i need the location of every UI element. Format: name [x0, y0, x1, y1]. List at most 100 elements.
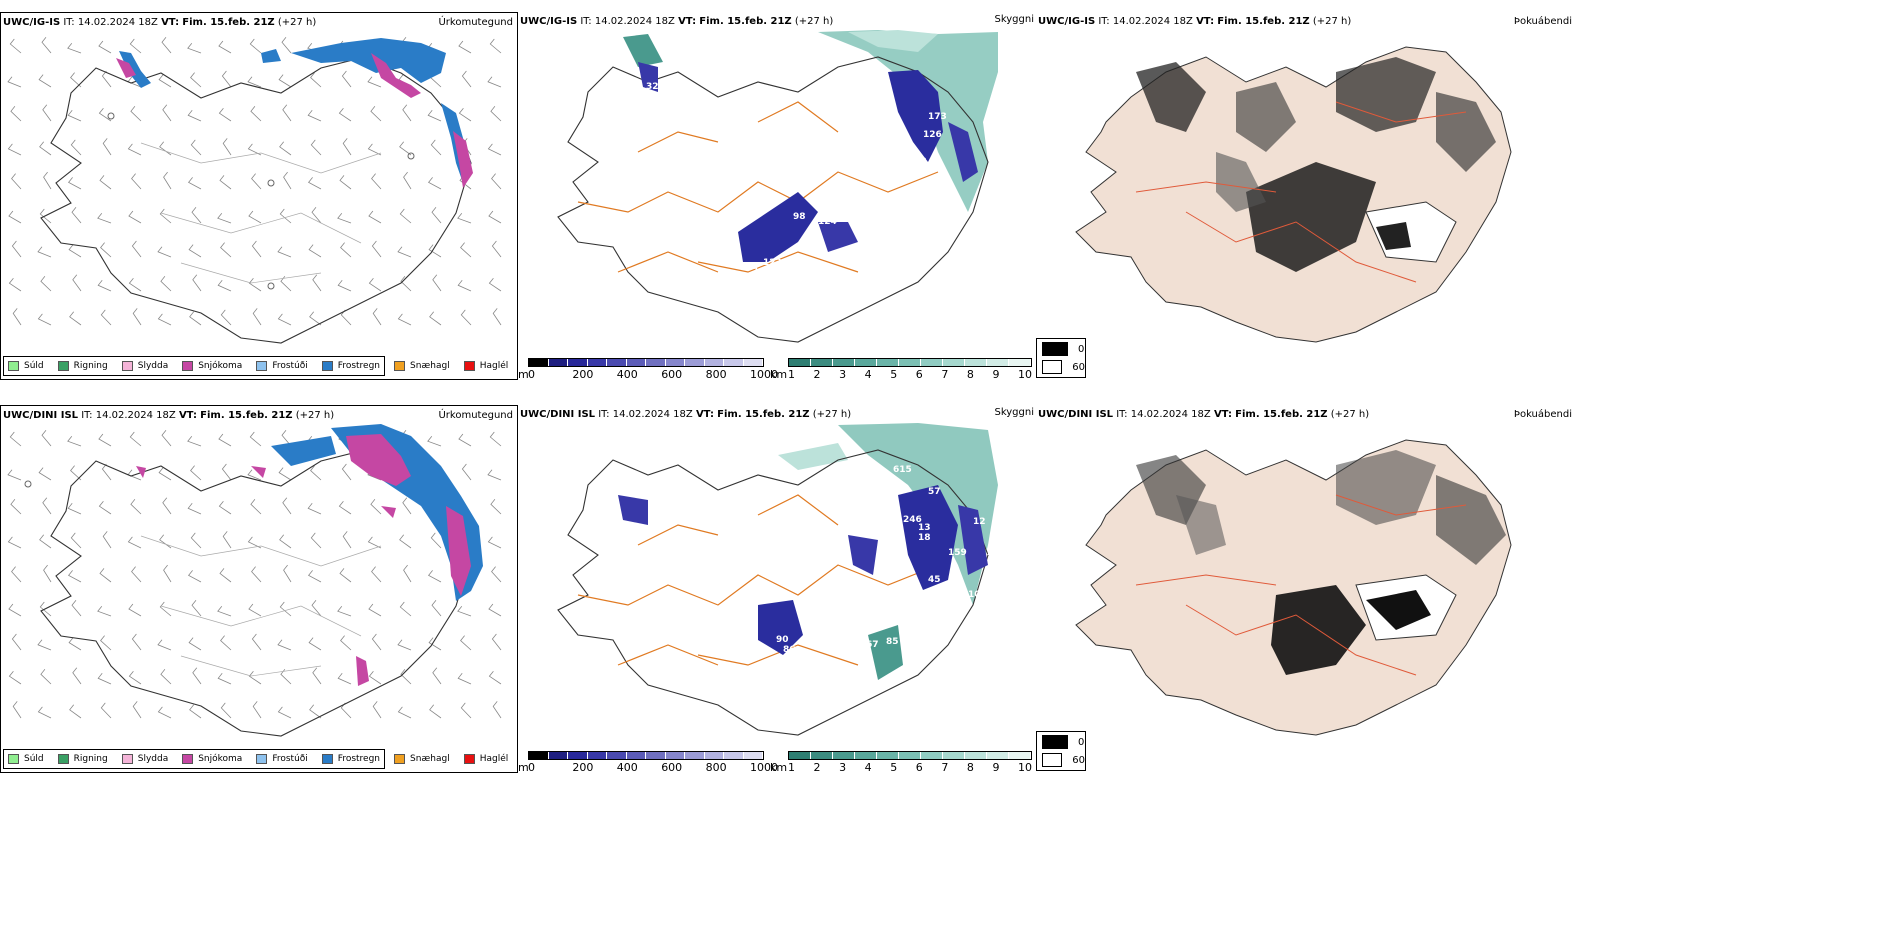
- scale-swatch: [665, 752, 685, 759]
- wind-barb: [222, 138, 232, 156]
- vt-value: Fim. 15.feb. 21Z: [717, 409, 810, 420]
- wind-barb: [218, 433, 232, 447]
- legend-label: Súld: [24, 754, 44, 764]
- visibility-value-label: 124: [818, 217, 837, 227]
- wind-barb: [490, 106, 502, 122]
- vt-value: Fim. 15.feb. 21Z: [699, 16, 792, 27]
- wind-barb: [372, 701, 382, 719]
- wind-barb: [37, 639, 52, 651]
- wind-barb: [70, 72, 82, 88]
- wind-barb: [308, 637, 322, 651]
- legend-swatch: [394, 754, 406, 764]
- legend-item: Frostregn: [321, 754, 380, 764]
- legend-item: Haglél: [463, 361, 508, 371]
- visibility-value-label: 246: [903, 515, 922, 525]
- vt-value: Fim. 15.feb. 21Z: [1217, 16, 1310, 27]
- wind-barb: [279, 534, 292, 549]
- wind-barb: [248, 603, 262, 617]
- wind-barb: [311, 207, 322, 224]
- wind-barb: [252, 308, 262, 326]
- scale-tick-label: 2: [813, 368, 821, 380]
- wind-barb: [222, 531, 232, 549]
- wind-barb: [251, 566, 262, 583]
- scale-tick-label: 7: [941, 761, 949, 773]
- legend-swatch: [463, 754, 475, 764]
- wind-barb: [251, 173, 262, 190]
- wind-barb: [252, 701, 262, 719]
- wind-barb: [488, 210, 502, 224]
- scale-swatch: [646, 359, 666, 366]
- scale-swatch: [921, 752, 943, 759]
- wind-barb: [128, 210, 142, 224]
- it-value: 14.02.2024 18Z: [594, 16, 675, 27]
- wind-barb: [487, 469, 502, 481]
- scale-swatch: [921, 359, 943, 366]
- wind-barb: [39, 534, 52, 549]
- wind-barb: [161, 430, 172, 447]
- legend-label: Rigning: [73, 361, 108, 371]
- wind-barb: [192, 667, 202, 685]
- wind-barb: [9, 431, 22, 447]
- panel-title: UWC/DINI ISL IT: 14.02.2024 18Z VT: Fim.…: [520, 409, 851, 420]
- wind-barb: [283, 564, 292, 583]
- visibility-panel-bottom: UWC/DINI ISL IT: 14.02.2024 18Z VT: Fim.…: [518, 405, 1036, 773]
- wind-barb: [8, 210, 22, 224]
- fog-legend-item: 60: [1037, 358, 1085, 376]
- wind-barb: [189, 311, 202, 326]
- wind-barb: [68, 244, 82, 258]
- wind-barb: [190, 72, 202, 88]
- scale-tick-label: 9: [992, 368, 1000, 380]
- legend-item: Frostregn: [321, 361, 380, 371]
- wind-barb: [97, 280, 112, 292]
- wind-barb: [427, 177, 442, 190]
- wind-barb: [187, 177, 202, 190]
- wind-barb: [9, 38, 22, 54]
- wind-barb: [399, 601, 412, 617]
- visibility-value-label: 112: [753, 267, 772, 277]
- wind-barb: [487, 76, 502, 88]
- scale-swatch: [833, 752, 855, 759]
- legend-label: Rigning: [73, 754, 108, 764]
- wind-barb: [98, 107, 112, 122]
- scale-tick-label: 8: [966, 761, 974, 773]
- iceland-map-fog-bottom: [1075, 439, 1512, 736]
- wind-barb: [69, 704, 82, 719]
- wind-barb: [368, 277, 382, 292]
- fog-legend-swatch: [1042, 753, 1063, 767]
- scale-tick-label: 4: [864, 761, 872, 773]
- legend-swatch: [463, 361, 475, 371]
- wind-barb: [248, 277, 262, 292]
- scale-colorbar: [528, 358, 764, 367]
- scale-tick-label: 800: [705, 761, 727, 773]
- scale-swatch: [943, 752, 965, 759]
- scale-swatch: [965, 752, 987, 759]
- scale-swatch: [724, 359, 744, 366]
- vt-label: VT:: [178, 410, 197, 421]
- scale-tick-label: 1000: [750, 368, 778, 380]
- wind-barb: [368, 603, 382, 617]
- wind-barb: [429, 311, 442, 326]
- scale-colorbar: [788, 751, 1032, 760]
- wind-barb: [431, 600, 442, 617]
- visibility-value-label: 67: [866, 640, 879, 650]
- it-value: 14.02.2024 18Z: [77, 17, 158, 28]
- visibility-value-label: 12: [973, 517, 986, 527]
- wind-barb: [281, 37, 292, 54]
- wind-barb: [39, 208, 52, 224]
- vt-label: VT:: [695, 409, 714, 420]
- wind-barb: [159, 534, 172, 549]
- legend-item: Frostúði: [256, 361, 308, 371]
- wind-barb: [460, 309, 472, 326]
- lead-time: (+27 h): [295, 410, 335, 421]
- wind-barb: [131, 240, 142, 258]
- wind-barb: [129, 431, 142, 447]
- scale-tick-label: 0: [528, 368, 535, 380]
- scale-unit: m: [518, 761, 529, 773]
- scale-swatch: [529, 752, 549, 759]
- it-value: 14.02.2024 18Z: [612, 409, 693, 420]
- panel-title: UWC/IG-IS IT: 14.02.2024 18Z VT: Fim. 15…: [3, 17, 316, 28]
- panel-title: UWC/IG-IS IT: 14.02.2024 18Z VT: Fim. 15…: [1038, 16, 1351, 27]
- wind-barb: [67, 177, 82, 190]
- wind-barb: [97, 605, 112, 617]
- wind-barb: [162, 104, 172, 122]
